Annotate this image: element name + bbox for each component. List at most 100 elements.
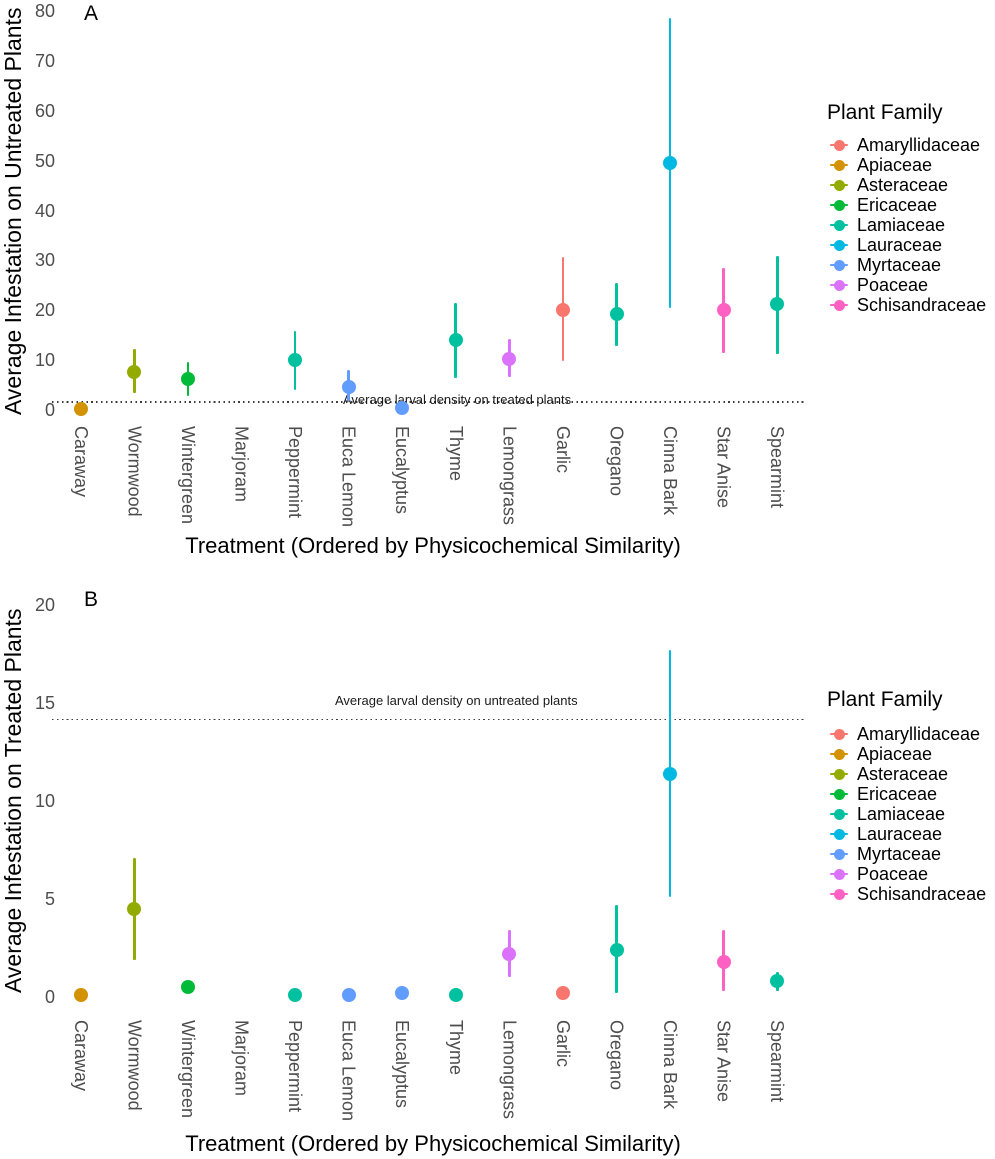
legend-swatch xyxy=(833,728,845,740)
data-point xyxy=(127,901,142,916)
legend-label: Lamiaceae xyxy=(857,215,946,235)
y-tick-label: 40 xyxy=(34,200,55,221)
reference-line xyxy=(52,718,806,721)
x-tick-label: Garlic xyxy=(552,1020,573,1068)
x-tick-label: Cinna Bark xyxy=(660,426,681,516)
x-tick-label: Peppermint xyxy=(285,1020,306,1113)
panel-tag: A xyxy=(84,2,99,25)
legend-label: Schisandraceae xyxy=(857,884,987,904)
panel-a: A Average Infestation on Untreated Plants… xyxy=(0,0,995,579)
x-tick-label: Caraway xyxy=(70,1020,91,1092)
data-point xyxy=(609,306,624,321)
x-tick-label: Wormwood xyxy=(124,426,145,517)
data-point xyxy=(663,156,678,171)
legend-swatch xyxy=(833,259,845,271)
y-tick-label: 0 xyxy=(44,400,55,420)
data-point xyxy=(395,400,410,415)
data-point xyxy=(180,980,195,995)
legend-label: Apiaceae xyxy=(857,744,933,764)
legend-swatch xyxy=(833,279,845,291)
y-tick-label: 5 xyxy=(44,889,55,909)
legend-label: Lauraceae xyxy=(857,235,943,255)
data-point xyxy=(716,302,731,317)
panel-b: B Average Infestation on Treated Plants 0 5… xyxy=(0,579,995,1159)
legend-swatch xyxy=(833,848,845,860)
data-point xyxy=(127,365,142,380)
data-point xyxy=(288,988,303,1003)
legend-label: Ericaceae xyxy=(857,784,938,804)
x-tick-label: Wintergreen xyxy=(177,1020,198,1119)
x-tick-label: Marjoram xyxy=(231,426,252,503)
x-tick-label: Oregano xyxy=(606,1020,627,1091)
data-point xyxy=(448,333,463,348)
data-point xyxy=(502,946,517,961)
x-tick-label: Peppermint xyxy=(285,426,306,519)
data-point xyxy=(341,988,356,1003)
x-axis-title: Treatment (Ordered by Physicochemical Si… xyxy=(185,1131,681,1156)
data-point xyxy=(609,942,624,957)
legend-label: Lamiaceae xyxy=(857,804,946,824)
data-point xyxy=(555,302,570,317)
x-tick-label: Cinna Bark xyxy=(660,1020,681,1110)
x-tick-label: Thyme xyxy=(445,426,466,482)
y-tick-label: 20 xyxy=(34,595,55,615)
legend-label: Apiaceae xyxy=(857,155,933,175)
data-point xyxy=(395,986,410,1001)
legend-label: Poaceae xyxy=(857,275,929,295)
y-tick-label: 0 xyxy=(44,987,55,1007)
legend-label: Schisandraceae xyxy=(857,295,987,315)
y-tick-label: 50 xyxy=(34,150,55,171)
x-tick-label: Eucalyptus xyxy=(392,1020,413,1109)
data-point xyxy=(502,351,517,366)
data-point xyxy=(73,988,88,1003)
data-point xyxy=(448,988,463,1003)
x-tick-label: Thyme xyxy=(445,1020,466,1076)
y-tick-label: 80 xyxy=(34,1,55,21)
legend-label: Asteraceae xyxy=(857,175,949,195)
x-tick-label: Spearmint xyxy=(767,1020,788,1103)
legend-swatch xyxy=(833,139,845,151)
y-tick-label: 10 xyxy=(34,791,55,811)
legend-swatch xyxy=(833,828,845,840)
legend-label: Amaryllidaceae xyxy=(857,724,981,744)
reference-line-label: Average larval density on untreated plan… xyxy=(335,692,578,708)
x-tick-label: Lemongrass xyxy=(499,426,520,526)
legend-label: Poaceae xyxy=(857,864,929,884)
legend-swatch xyxy=(833,788,845,800)
x-tick-label: Wormwood xyxy=(124,1020,145,1111)
legend-swatch xyxy=(833,888,845,900)
x-tick-label: Euca Lemon xyxy=(338,1020,359,1122)
data-point xyxy=(716,954,731,969)
reference-line xyxy=(52,401,806,403)
data-point xyxy=(341,379,356,394)
legend-swatch xyxy=(833,179,845,191)
y-tick-label: 20 xyxy=(34,300,55,321)
x-tick-label: Oregano xyxy=(606,426,627,497)
reference-line-label: Average larval density on treated plants xyxy=(343,392,572,408)
x-tick-label: Star Anise xyxy=(713,1020,734,1103)
x-tick-label: Garlic xyxy=(552,426,573,474)
x-tick-label: Lemongrass xyxy=(499,1020,520,1120)
legend-swatch xyxy=(833,808,845,820)
data-point xyxy=(555,986,570,1001)
x-tick-label: Marjoram xyxy=(231,1020,252,1097)
legend-swatch xyxy=(833,239,845,251)
y-tick-label: 70 xyxy=(34,50,55,71)
data-point xyxy=(663,766,678,781)
legend-label: Myrtaceae xyxy=(857,255,942,275)
legend-label: Amaryllidaceae xyxy=(857,135,981,155)
panel-tag: B xyxy=(84,588,99,611)
legend-swatch xyxy=(833,768,845,780)
data-point xyxy=(770,296,785,311)
data-point xyxy=(180,372,195,387)
legend-label: Ericaceae xyxy=(857,195,938,215)
y-tick-label: 30 xyxy=(34,250,55,271)
legend-title: Plant Family xyxy=(827,101,943,124)
legend-label: Asteraceae xyxy=(857,764,949,784)
x-tick-label: Eucalyptus xyxy=(392,426,413,515)
legend-label: Myrtaceae xyxy=(857,844,942,864)
data-point xyxy=(770,974,785,989)
x-tick-label: Euca Lemon xyxy=(338,426,359,528)
x-axis-title: Treatment (Ordered by Physicochemical Si… xyxy=(185,533,681,558)
legend-swatch xyxy=(833,299,845,311)
